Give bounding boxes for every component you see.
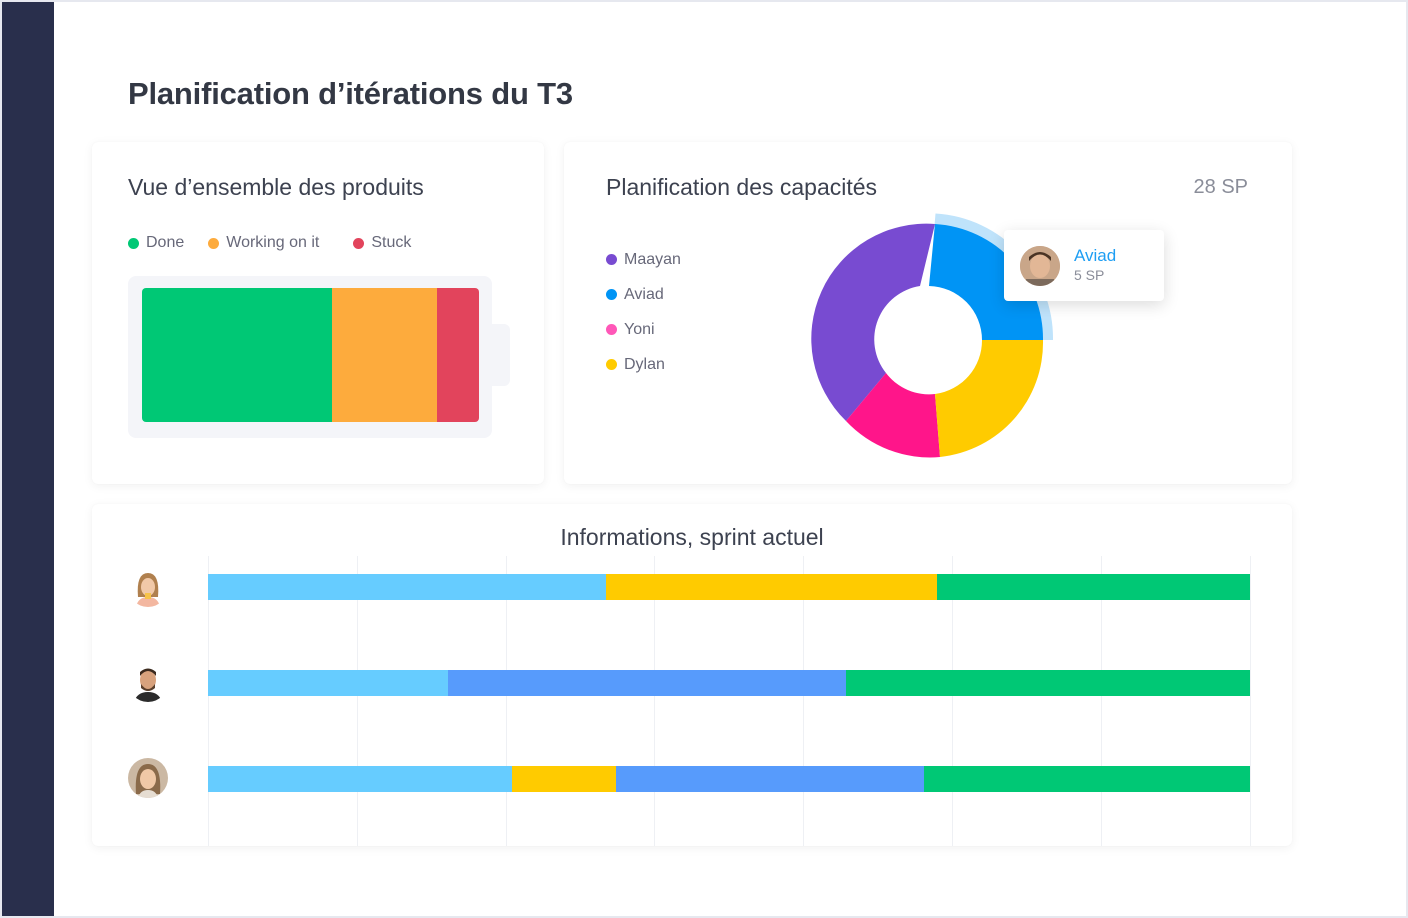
capacity-planning-card: Planification des capacités 28 SP Maayan… <box>564 142 1292 484</box>
capacity-donut-chart[interactable] <box>794 204 1054 464</box>
donut-slice-aviad[interactable] <box>929 224 1044 340</box>
legend-label: Maayan <box>624 250 681 268</box>
chart-gridline <box>1249 556 1251 846</box>
battery-segment-done[interactable] <box>142 288 333 422</box>
legend-label: Dylan <box>624 355 665 373</box>
legend-label: Stuck <box>371 234 412 251</box>
page-title: Planification d’itérations du T3 <box>128 76 573 111</box>
legend-item-yoni: Yoni <box>606 312 681 347</box>
donut-slice-dylan[interactable] <box>935 340 1044 457</box>
chart-gridline <box>356 556 358 846</box>
legend-label: Aviad <box>624 285 664 303</box>
maayan-dot-icon <box>606 254 617 265</box>
man-avatar-icon[interactable] <box>128 662 168 702</box>
current-sprint-title: Informations, sprint actuel <box>560 524 824 550</box>
capacity-planning-title: Planification des capacités <box>606 174 878 200</box>
battery-tip <box>492 324 510 386</box>
legend-item-working: Working on it <box>208 234 319 252</box>
capacity-legend: Maayan Aviad Yoni Dylan <box>606 242 681 382</box>
product-overview-card: Vue d’ensemble des produits Done Working… <box>92 142 544 484</box>
sprint-bar-segment[interactable] <box>937 574 1250 600</box>
chart-gridline <box>505 556 507 846</box>
left-sidebar <box>2 2 54 916</box>
chart-gridline <box>952 556 953 846</box>
current-sprint-card: Informations, sprint actuel <box>92 504 1292 846</box>
sprint-bar-segment[interactable] <box>512 766 617 792</box>
sprint-bar-segment[interactable] <box>606 574 938 600</box>
battery-fill <box>142 288 479 422</box>
tooltip-name: Aviad <box>1074 246 1117 265</box>
chart-gridline <box>208 556 209 846</box>
product-overview-title: Vue d’ensemble des produits <box>128 174 424 200</box>
yoni-dot-icon <box>606 324 617 335</box>
sprint-bar-segment[interactable] <box>447 670 846 696</box>
sprint-bar-segment[interactable] <box>208 766 513 792</box>
sprint-bar-segment[interactable] <box>923 766 1250 792</box>
sprint-bar-row[interactable] <box>208 574 1250 600</box>
legend-label: Working on it <box>226 234 320 251</box>
sprint-bar-segment[interactable] <box>845 670 1250 696</box>
status-battery[interactable] <box>128 276 492 438</box>
battery-segment-working[interactable] <box>332 288 437 422</box>
legend-item-dylan: Dylan <box>606 347 681 382</box>
donut-slice-yoni[interactable] <box>846 373 940 458</box>
chart-gridline <box>1100 556 1102 846</box>
done-dot-icon <box>128 237 139 249</box>
sprint-bar-row[interactable] <box>208 766 1250 792</box>
legend-item-aviad: Aviad <box>606 277 681 312</box>
sprint-bar-row[interactable] <box>208 670 1250 696</box>
legend-label: Yoni <box>624 320 655 338</box>
stuck-dot-icon <box>353 237 365 249</box>
dylan-dot-icon <box>606 359 617 370</box>
donut-slice-maayan[interactable] <box>811 223 935 421</box>
chart-gridline <box>654 556 656 846</box>
chart-gridline <box>803 556 805 846</box>
sprint-bar-segment[interactable] <box>208 574 607 600</box>
tooltip-value: 5 SP <box>1074 267 1105 283</box>
sprint-bar-segment[interactable] <box>616 766 924 792</box>
legend-item-maayan: Maayan <box>606 242 681 277</box>
woman-avatar-icon[interactable] <box>128 567 168 607</box>
donut-tooltip: Aviad 5 SP <box>1004 230 1164 301</box>
aviad-dot-icon <box>606 289 617 300</box>
total-story-points: 28 SP <box>1193 176 1248 198</box>
battery-segment-stuck[interactable] <box>436 288 479 422</box>
woman-avatar-icon[interactable] <box>128 758 168 798</box>
legend-item-stuck: Stuck <box>353 234 411 252</box>
legend-item-done: Done <box>128 234 184 252</box>
working-dot-icon <box>208 237 220 249</box>
legend-label: Done <box>146 234 185 251</box>
status-legend: Done Working on it Stuck <box>128 234 411 252</box>
man-avatar-icon <box>1020 246 1060 286</box>
sprint-bar-segment[interactable] <box>208 670 448 696</box>
